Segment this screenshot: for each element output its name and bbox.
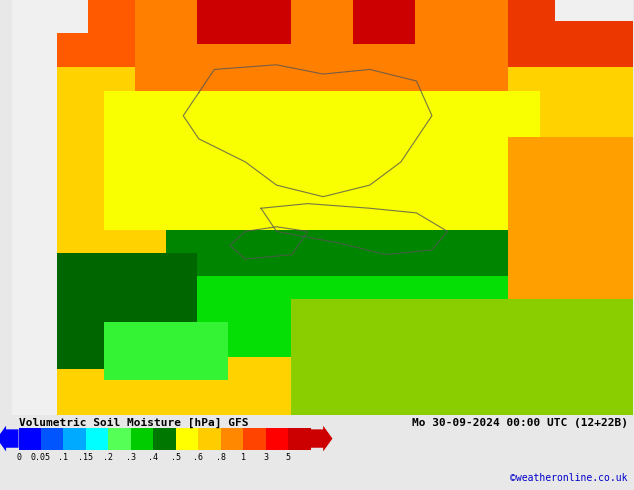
Bar bbox=[198, 427, 221, 450]
Text: 0: 0 bbox=[16, 453, 21, 462]
Bar bbox=[266, 427, 288, 450]
Bar bbox=[86, 427, 108, 450]
Text: ©weatheronline.co.uk: ©weatheronline.co.uk bbox=[510, 473, 628, 483]
Bar bbox=[131, 427, 153, 450]
Bar bbox=[41, 427, 63, 450]
Text: 5: 5 bbox=[286, 453, 291, 462]
Text: Mo 30-09-2024 00:00 UTC (12+22B): Mo 30-09-2024 00:00 UTC (12+22B) bbox=[411, 418, 628, 428]
Text: .4: .4 bbox=[148, 453, 158, 462]
Text: .3: .3 bbox=[126, 453, 136, 462]
Text: .2: .2 bbox=[103, 453, 113, 462]
Text: .1: .1 bbox=[58, 453, 68, 462]
FancyArrow shape bbox=[311, 426, 332, 451]
Text: Volumetric Soil Moisture [hPa] GFS: Volumetric Soil Moisture [hPa] GFS bbox=[18, 418, 248, 428]
Bar bbox=[288, 427, 311, 450]
Bar bbox=[243, 427, 266, 450]
Bar bbox=[108, 427, 131, 450]
Text: 3: 3 bbox=[263, 453, 268, 462]
Text: .6: .6 bbox=[193, 453, 204, 462]
Bar bbox=[63, 427, 86, 450]
Text: .8: .8 bbox=[216, 453, 226, 462]
Bar bbox=[18, 427, 41, 450]
Text: .15: .15 bbox=[79, 453, 93, 462]
Text: 0.05: 0.05 bbox=[31, 453, 51, 462]
Bar bbox=[221, 427, 243, 450]
Text: .5: .5 bbox=[171, 453, 181, 462]
Bar bbox=[176, 427, 198, 450]
FancyArrow shape bbox=[0, 426, 18, 451]
Text: 1: 1 bbox=[241, 453, 246, 462]
Bar bbox=[153, 427, 176, 450]
